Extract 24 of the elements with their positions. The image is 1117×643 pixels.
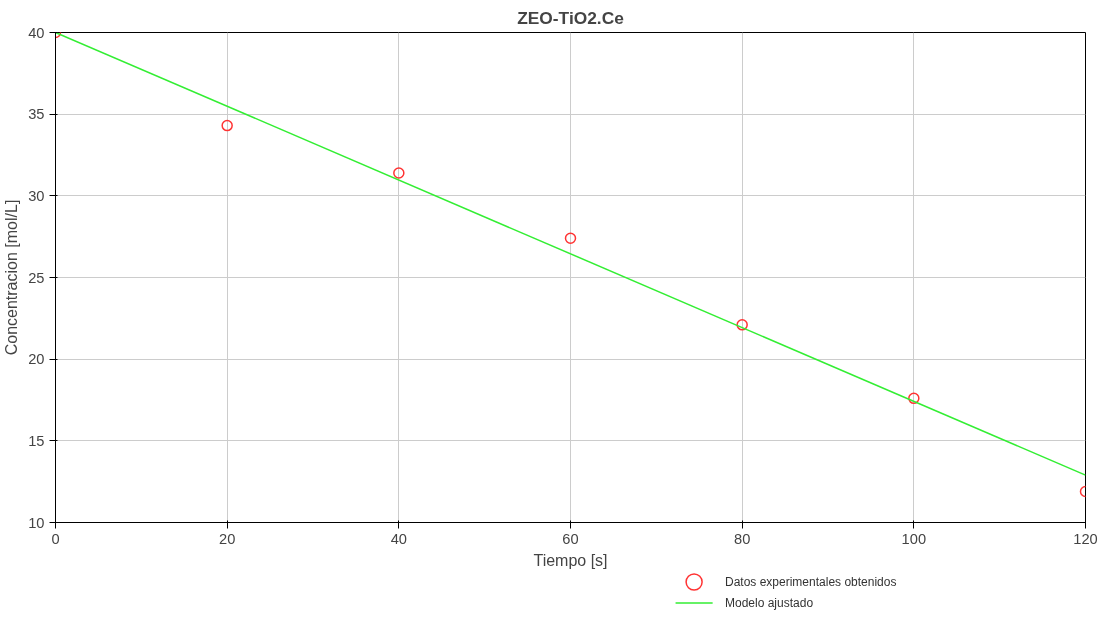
x-tick-label: 0 [51, 530, 60, 547]
y-tick-label: 40 [28, 24, 45, 41]
point [564, 232, 577, 245]
legend-label: Modelo ajustado [725, 596, 814, 610]
x-axis-title: Tiempo [s] [533, 551, 608, 569]
y-tick-label: 35 [28, 106, 45, 123]
x-tick-label: 100 [901, 530, 927, 547]
legend-label: Datos experimentales obtenidos [725, 575, 897, 589]
y-tick-label: 30 [28, 187, 45, 204]
x-tick-label: 60 [562, 530, 579, 547]
y-axis-title: Concentracion [mol/L] [3, 199, 21, 356]
y-tick-label: 25 [28, 269, 45, 286]
point [908, 392, 920, 405]
y-tick-label: 10 [28, 514, 45, 531]
x-tick-label: 40 [390, 530, 407, 547]
point [393, 167, 405, 179]
chart-title: ZEO-TiO2.Ce [517, 7, 625, 28]
x-tick-label: 80 [734, 530, 751, 547]
point [736, 319, 748, 331]
point [221, 119, 233, 132]
x-tick-label: 120 [1073, 530, 1098, 547]
y-tick-label: 15 [28, 432, 45, 449]
y-tick-label: 20 [28, 351, 45, 368]
x-tick-label: 20 [219, 530, 236, 547]
